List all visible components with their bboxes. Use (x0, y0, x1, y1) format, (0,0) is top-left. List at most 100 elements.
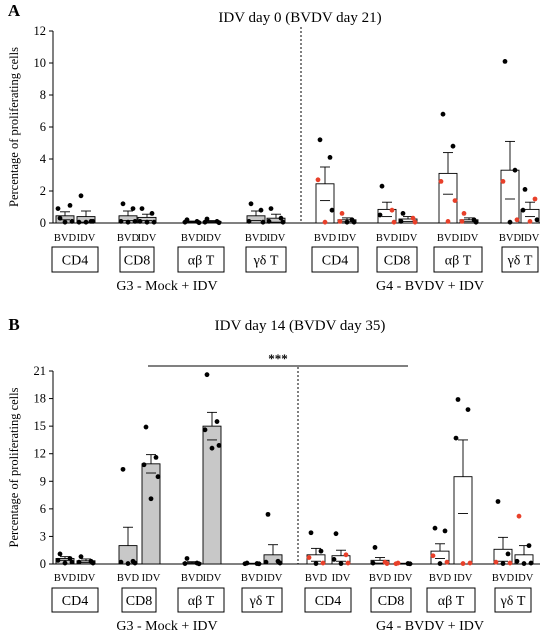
data-point (445, 219, 451, 224)
data-point (260, 219, 266, 225)
data-point (62, 560, 68, 566)
bar (453, 476, 473, 565)
bar-label: IDV (332, 573, 351, 584)
cell-type-box (433, 246, 483, 273)
bar-label: BVD (245, 233, 268, 244)
bar-label: IDV (338, 233, 357, 244)
y-tick-label: 3 (40, 529, 46, 543)
data-point (149, 211, 155, 216)
data-point (438, 179, 444, 184)
bar-label: IDV (399, 233, 418, 244)
data-point (132, 219, 138, 224)
y-axis-label: Percentage of proliferating cells (7, 47, 21, 207)
bar-label: BVD (305, 573, 328, 584)
data-point (493, 559, 499, 565)
y-tick-label: 0 (40, 557, 46, 571)
data-point (258, 207, 264, 213)
data-point (384, 561, 390, 566)
bar (500, 169, 520, 224)
data-point (204, 372, 210, 378)
cell-type-label: αβ T (438, 594, 465, 609)
cell-type-label: CD8 (378, 594, 404, 609)
cell-type-box (501, 246, 539, 273)
data-point (393, 561, 399, 567)
data-point (144, 219, 150, 225)
data-point (322, 219, 328, 225)
data-point (500, 179, 506, 184)
bar-label: BVD (369, 573, 392, 584)
data-point (343, 552, 349, 558)
y-tick-label: 8 (40, 88, 46, 102)
data-point (521, 561, 527, 566)
data-point (329, 207, 335, 213)
data-point (151, 219, 157, 225)
data-point (400, 211, 406, 216)
data-point (132, 560, 138, 566)
bar-label: IDV (77, 573, 96, 584)
cell-type-box (370, 587, 412, 613)
y-axis-label: Percentage of proliferating cells (7, 387, 21, 547)
data-point (512, 167, 518, 173)
data-point (184, 556, 190, 561)
data-point (507, 219, 513, 225)
data-point (407, 561, 413, 567)
data-point (344, 219, 350, 225)
data-point (120, 201, 126, 207)
bar-label: BVD (437, 233, 460, 244)
y-tick-label: 10 (34, 56, 47, 70)
data-point (263, 559, 269, 565)
data-point (514, 558, 520, 564)
data-point (265, 511, 271, 517)
data-point (214, 419, 220, 424)
cell-type-box (426, 587, 476, 613)
y-tick-label: 2 (40, 184, 46, 198)
data-point (76, 559, 82, 565)
bar (315, 183, 335, 224)
data-point (196, 220, 202, 226)
data-point (495, 499, 501, 504)
data-point (280, 219, 286, 225)
data-point (473, 219, 479, 225)
data-point (377, 212, 383, 218)
cell-type-box (51, 587, 99, 613)
bar-label: BVD (54, 233, 77, 244)
data-point (90, 219, 96, 224)
data-point (202, 219, 208, 225)
data-point (139, 206, 145, 212)
data-point (430, 553, 436, 559)
data-point (351, 219, 357, 225)
bar-label: IDV (460, 233, 479, 244)
data-point (155, 474, 161, 480)
data-point (76, 219, 82, 225)
data-point (313, 561, 319, 566)
data-point (455, 397, 461, 402)
data-point (202, 427, 208, 433)
data-point (182, 219, 188, 225)
data-point (67, 556, 73, 561)
bar-label: BVD (314, 233, 337, 244)
data-point (141, 462, 147, 468)
data-point (57, 215, 63, 221)
data-point (460, 561, 466, 566)
data-point (57, 551, 63, 557)
group-label: G3 - Mock + IDV (116, 279, 217, 294)
cell-type-label: CD8 (126, 594, 152, 609)
data-point (248, 201, 254, 207)
bar-label: BVD (181, 573, 204, 584)
y-tick-label: 21 (34, 364, 47, 378)
data-point (278, 215, 284, 221)
bar-label: IDV (77, 233, 96, 244)
data-point (440, 111, 446, 117)
data-point (320, 560, 326, 566)
data-point (337, 219, 343, 224)
data-point (412, 219, 418, 225)
data-point (345, 560, 351, 566)
cell-type-box (119, 246, 155, 273)
bar-label: BVD (492, 573, 515, 584)
cell-type-box (51, 246, 99, 273)
data-point (137, 219, 143, 224)
cell-type-label: CD4 (62, 594, 88, 609)
y-tick-label: 6 (40, 502, 46, 516)
panel-label: A (8, 1, 21, 20)
